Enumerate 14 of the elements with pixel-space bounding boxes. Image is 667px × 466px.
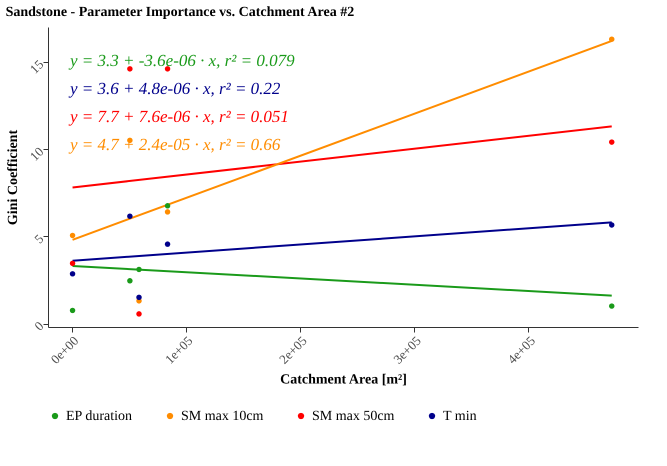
- y-tick-label: 10: [26, 144, 46, 164]
- annotation: y = 3.3 + -3.6e-06 · x, r² = 0.079: [68, 51, 296, 70]
- chart-title: Sandstone - Parameter Importance vs. Catchment Area #2: [6, 5, 354, 20]
- legend-label: EP duration: [66, 409, 132, 424]
- legend-label: T min: [443, 409, 477, 424]
- y-tick-label: 5: [31, 231, 46, 246]
- y-axis-title: Gini Coefficient: [6, 130, 22, 226]
- legend-label: SM max 10cm: [181, 409, 264, 424]
- annotation: y = 3.6 + 4.8e-06 · x, r² = 0.22: [68, 79, 281, 98]
- annotation: y = 7.7 + 7.6e-06 · x, r² = 0.051: [68, 107, 289, 126]
- x-axis-title: Catchment Area [m²]: [280, 372, 407, 388]
- legend-label: SM max 50cm: [312, 409, 395, 424]
- y-tick-label: 15: [26, 56, 46, 77]
- y-tick-label: 0: [31, 318, 46, 334]
